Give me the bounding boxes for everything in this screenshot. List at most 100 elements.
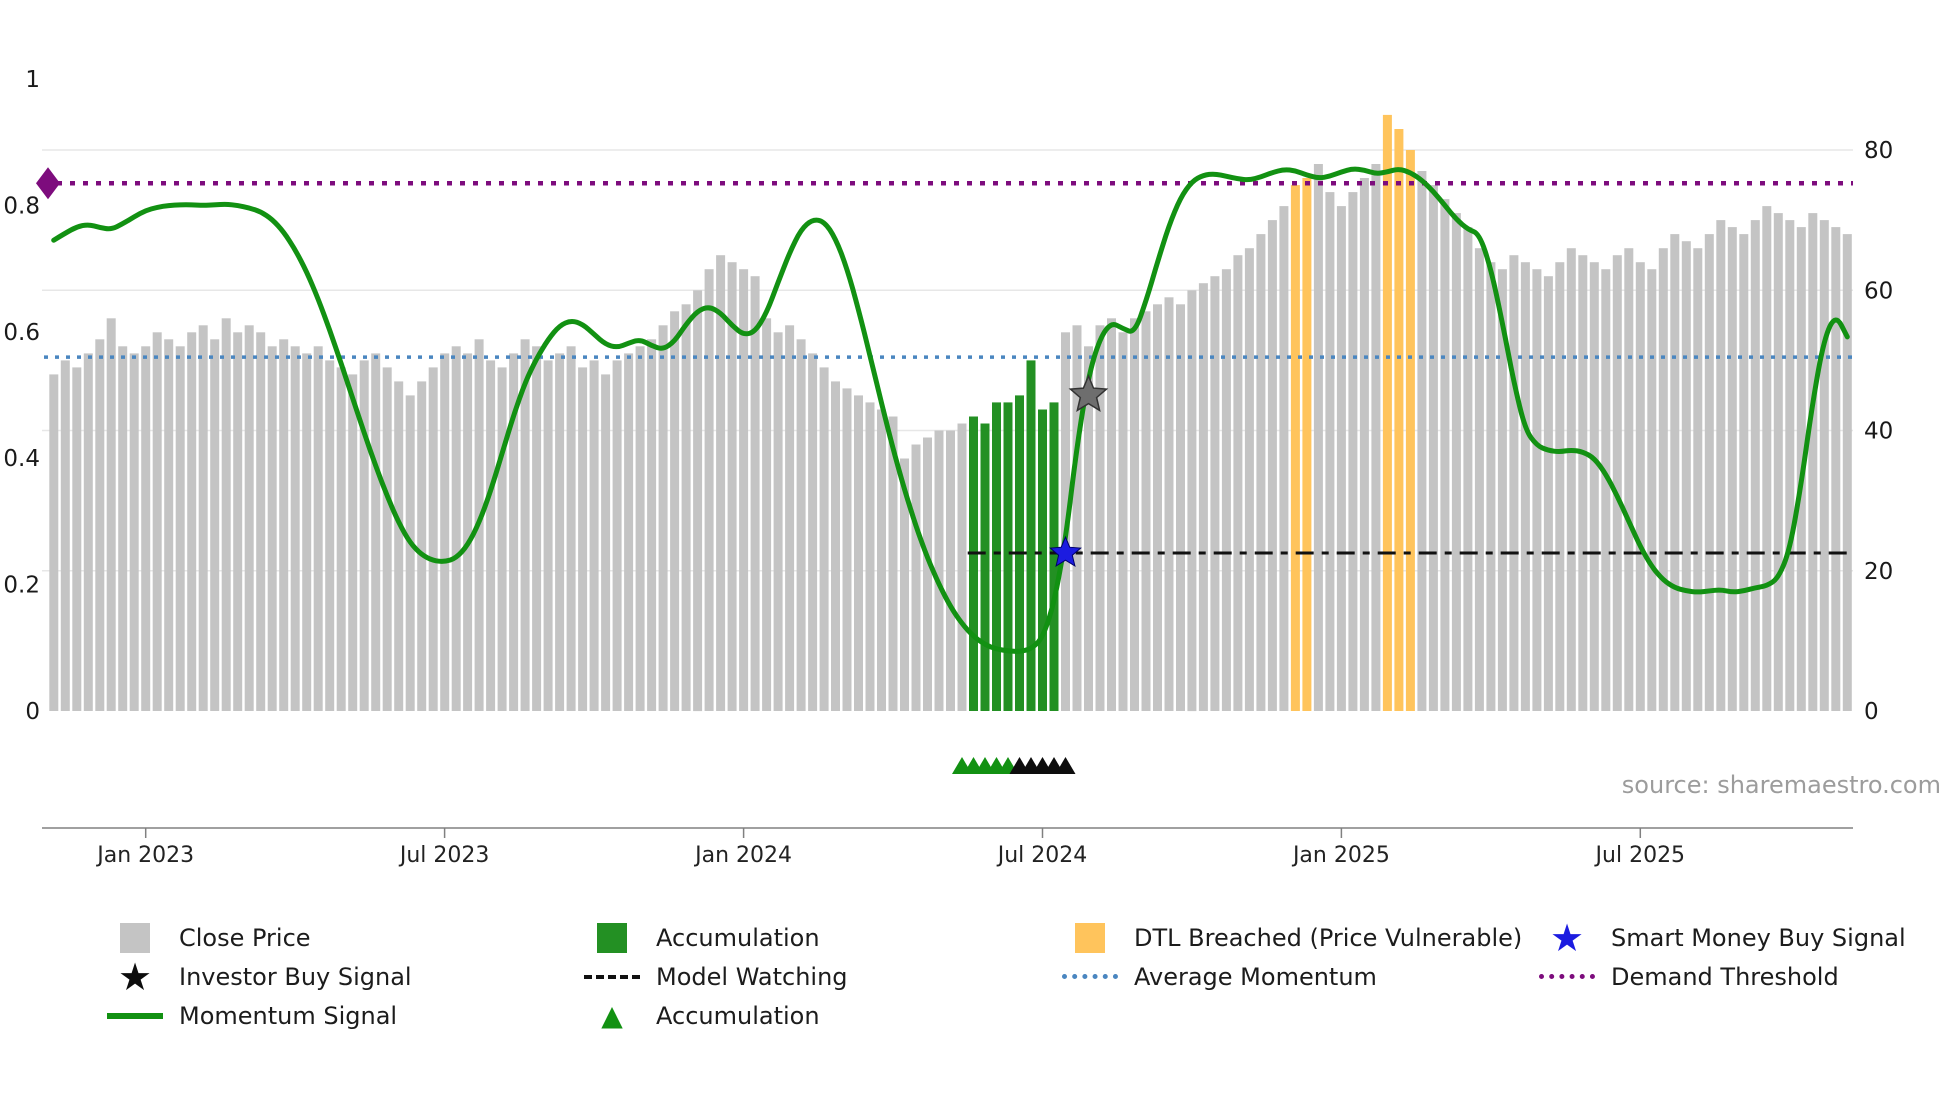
legend-label: Model Watching bbox=[656, 962, 848, 991]
price-momentum-chart: 0 0.2 0.4 0.6 0.8 1 0 20 40 60 80 Jan 2023 Jul 2023 J… bbox=[3, 67, 1941, 868]
close-price-bar bbox=[1819, 220, 1829, 711]
close-price-bar bbox=[566, 346, 576, 711]
close-price-bar bbox=[290, 346, 300, 711]
close-price-bar bbox=[1773, 213, 1783, 711]
y-left-tick-label: 1 bbox=[25, 67, 40, 93]
close-price-bar bbox=[578, 367, 588, 711]
legend-label: Close Price bbox=[179, 923, 311, 952]
close-price-bar bbox=[1153, 304, 1162, 711]
x-tick-label: Jan 2023 bbox=[95, 843, 194, 868]
close-price-bar bbox=[279, 339, 289, 711]
close-price-bar bbox=[842, 388, 852, 711]
close-price-bar bbox=[831, 381, 840, 711]
close-price-swatch-icon bbox=[120, 922, 150, 953]
close-price-bar bbox=[1704, 234, 1714, 711]
close-price-bar bbox=[1601, 269, 1611, 711]
close-price-bar bbox=[1210, 276, 1220, 711]
close-price-bar bbox=[1164, 297, 1174, 711]
close-price-bar bbox=[1176, 304, 1185, 711]
legend-item-smart-money-buy-signal: ★ Smart Money Buy Signal bbox=[1539, 918, 1906, 957]
legend-item-average-momentum: Average Momentum bbox=[1062, 957, 1522, 996]
investor-buy-signal-marker bbox=[1068, 374, 1109, 412]
legend-item-dtl-breached: DTL Breached (Price Vulnerable) bbox=[1062, 918, 1522, 957]
close-price-bar bbox=[348, 374, 358, 711]
swatch-cell bbox=[1062, 974, 1118, 979]
close-price-bar bbox=[118, 346, 128, 711]
demand-threshold-line-icon bbox=[1539, 974, 1595, 979]
swatch-cell bbox=[1062, 922, 1118, 953]
close-price-bar bbox=[1727, 227, 1737, 711]
close-price-bar bbox=[1635, 262, 1645, 711]
close-price-bar bbox=[95, 339, 105, 711]
momentum-signal-line-icon bbox=[107, 1012, 163, 1019]
close-price-bar bbox=[1072, 325, 1082, 711]
close-price-bar bbox=[1198, 283, 1208, 711]
close-price-bar bbox=[1566, 248, 1576, 711]
legend-label: Accumulation bbox=[656, 1001, 820, 1030]
y-left-tick-label: 0.8 bbox=[3, 193, 40, 219]
close-price-bar bbox=[854, 395, 863, 711]
close-price-bar bbox=[1497, 269, 1507, 711]
legend-item-momentum-signal: Momentum Signal bbox=[107, 996, 412, 1035]
close-price-bar bbox=[1842, 234, 1852, 711]
close-price-bar bbox=[589, 360, 599, 711]
legend-column-4: ★ Smart Money Buy Signal Demand Threshol… bbox=[1539, 918, 1906, 996]
close-price-bar bbox=[1130, 318, 1139, 711]
close-price-bar bbox=[1118, 332, 1128, 711]
close-price-bar bbox=[658, 325, 668, 711]
close-price-bar bbox=[1049, 402, 1059, 711]
close-price-bar bbox=[980, 423, 990, 711]
close-price-bar bbox=[532, 346, 542, 711]
legend-item-accumulation-bar: Accumulation bbox=[584, 918, 848, 957]
close-price-bar bbox=[451, 346, 461, 711]
close-price-bar bbox=[221, 318, 231, 711]
close-price-bar bbox=[1359, 178, 1369, 711]
close-price-bar bbox=[1486, 262, 1496, 711]
close-price-bar bbox=[1141, 311, 1151, 711]
legend: Close Price ★ Investor Buy Signal Moment… bbox=[0, 918, 1960, 1102]
close-price-bar bbox=[911, 444, 921, 711]
close-price-bar bbox=[969, 416, 978, 711]
close-price-bar bbox=[1107, 318, 1116, 711]
close-price-bar bbox=[635, 346, 645, 711]
model-watching-line-icon bbox=[584, 974, 640, 979]
y-right-tick-label: 60 bbox=[1864, 278, 1893, 304]
close-price-bar bbox=[1394, 129, 1404, 711]
legend-item-accumulation-marker: ▲ Accumulation bbox=[584, 996, 848, 1035]
close-price-bar bbox=[1371, 164, 1381, 711]
y-right-tick-label: 40 bbox=[1864, 419, 1893, 445]
close-price-bar bbox=[1716, 220, 1726, 711]
close-price-bar bbox=[256, 332, 266, 711]
close-price-bar bbox=[877, 409, 886, 711]
swatch-cell: ★ bbox=[1539, 919, 1595, 957]
close-price-bar bbox=[417, 381, 427, 711]
close-price-bar bbox=[49, 374, 59, 711]
source-text: source: sharemaestro.com bbox=[1622, 771, 1941, 799]
close-price-bar bbox=[727, 262, 737, 711]
close-price-bar bbox=[704, 269, 714, 711]
close-price-bar bbox=[520, 339, 530, 711]
close-price-bar bbox=[1187, 290, 1197, 712]
close-price-bar bbox=[463, 353, 473, 711]
close-price-bar bbox=[1313, 164, 1323, 711]
swatch-cell bbox=[107, 922, 163, 953]
swatch-cell bbox=[584, 922, 640, 953]
close-price-bar bbox=[1440, 199, 1450, 711]
close-price-bar bbox=[1026, 360, 1036, 711]
close-price-bar bbox=[1463, 227, 1473, 711]
close-price-bar bbox=[1221, 269, 1231, 711]
close-price-bar bbox=[888, 416, 898, 711]
close-price-bar bbox=[1543, 276, 1553, 711]
swatch-cell bbox=[1539, 974, 1595, 979]
close-price-bar bbox=[325, 360, 335, 711]
close-price-bars bbox=[49, 114, 1852, 712]
close-price-bar bbox=[1681, 241, 1691, 711]
momentum-signal-line bbox=[51, 166, 1850, 654]
close-price-bar bbox=[1267, 220, 1277, 711]
close-price-bar bbox=[900, 458, 909, 711]
close-price-bar bbox=[601, 374, 611, 711]
close-price-bar bbox=[1578, 255, 1588, 711]
close-price-bar bbox=[1279, 206, 1289, 711]
close-price-bar bbox=[762, 318, 772, 711]
close-price-bar bbox=[1808, 213, 1818, 711]
